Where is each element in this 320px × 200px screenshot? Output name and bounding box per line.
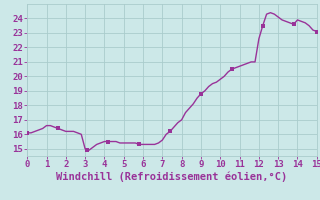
X-axis label: Windchill (Refroidissement éolien,°C): Windchill (Refroidissement éolien,°C) bbox=[56, 172, 288, 182]
